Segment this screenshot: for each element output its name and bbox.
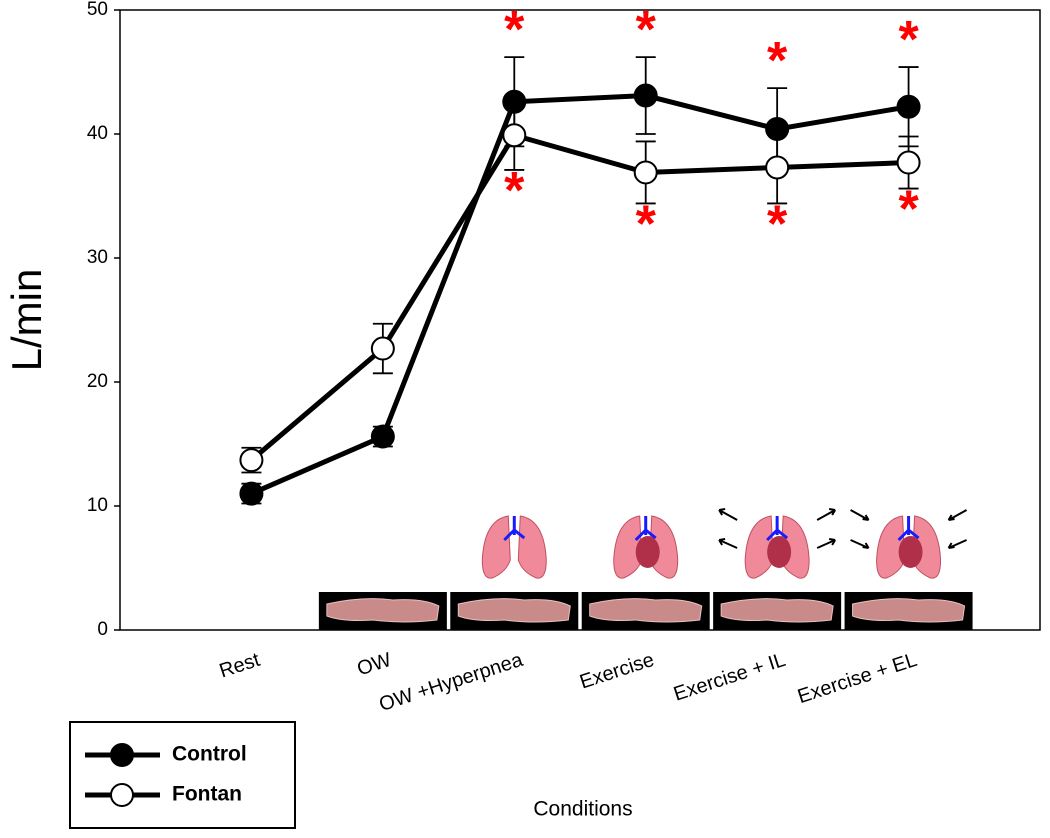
significance-mark: * (636, 195, 657, 253)
legend-marker (110, 743, 134, 767)
marker (239, 448, 264, 473)
x-tick-label: OW +Hyperpnea (376, 649, 526, 716)
arrow (947, 539, 967, 549)
y-tick-label: 10 (87, 495, 108, 516)
y-tick-label: 0 (97, 619, 108, 640)
marker (370, 424, 395, 449)
arrow (718, 508, 738, 521)
marker (239, 481, 264, 506)
significance-mark: * (767, 195, 788, 253)
marker (502, 123, 527, 148)
muscle-strip (457, 598, 571, 623)
legend-label: Fontan (172, 783, 242, 806)
lung-left (613, 515, 643, 579)
lung-left (876, 515, 906, 579)
muscle-strip (720, 598, 834, 623)
illustrations (318, 508, 973, 630)
significance-mark: * (767, 32, 788, 90)
x-axis-label: Conditions (533, 798, 632, 821)
arrow (947, 509, 968, 521)
x-tick-label: Exercise + EL (795, 649, 920, 708)
marker (765, 117, 790, 142)
airway (634, 516, 657, 542)
airway (897, 516, 920, 542)
lung-left (744, 515, 774, 579)
airway (503, 516, 526, 542)
legend: Control Fontan (69, 721, 296, 829)
legend-label: Control (172, 743, 247, 766)
x-tick-label: Exercise (577, 649, 657, 694)
arrow (816, 508, 837, 521)
significance-mark: * (504, 162, 525, 220)
marker (502, 89, 527, 114)
y-axis-label: L/min (3, 269, 50, 372)
y-tick-label: 50 (87, 0, 108, 20)
arrow (850, 539, 870, 549)
series-line (250, 93, 909, 496)
significance-mark: * (504, 1, 525, 59)
arrow (816, 538, 837, 549)
heart (767, 536, 792, 568)
significance-mark: * (898, 11, 919, 69)
y-tick-label: 40 (87, 123, 108, 144)
lung-right (780, 515, 810, 579)
plot-frame (119, 9, 1041, 631)
arrow (850, 509, 870, 521)
marker (370, 336, 395, 361)
series-line (249, 132, 909, 463)
legend-marker (110, 783, 134, 807)
x-tick-label: OW (354, 649, 394, 681)
muscle-strip (326, 598, 440, 623)
heart (635, 536, 660, 568)
x-tick-label: Rest (217, 649, 263, 683)
lung-right (517, 515, 547, 579)
y-tick-label: 20 (87, 371, 108, 392)
y-tick-label: 30 (87, 247, 108, 268)
marker (633, 160, 658, 185)
significance-mark: * (898, 181, 919, 239)
marker (896, 150, 921, 175)
muscle-strip (589, 598, 703, 623)
marker (633, 83, 658, 108)
heart (898, 536, 923, 568)
arrow (718, 538, 738, 549)
lung-right (912, 515, 942, 579)
legend-box (69, 721, 296, 829)
lung-left (481, 515, 511, 579)
marker (765, 155, 790, 180)
x-tick-label: Exercise + IL (671, 649, 788, 706)
significance-mark: * (636, 1, 657, 59)
muscle-strip (852, 598, 966, 623)
lung-right (649, 515, 679, 579)
airway (766, 516, 789, 542)
marker (896, 94, 921, 119)
